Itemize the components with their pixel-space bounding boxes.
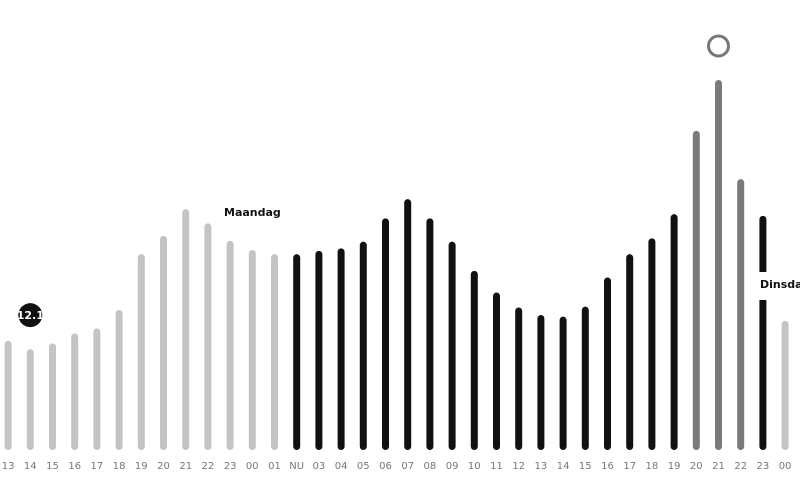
x-tick-label: 22: [734, 461, 747, 472]
x-tick-label: 13: [2, 461, 15, 472]
bar: [315, 250, 323, 450]
x-tick-label: 12: [512, 461, 525, 472]
x-tick-label: 23: [757, 461, 770, 472]
bar: [93, 328, 101, 450]
x-tick-label: 13: [535, 461, 548, 472]
x-tick-label: 10: [468, 461, 481, 472]
bar: [26, 349, 34, 450]
bar: [160, 235, 167, 450]
x-tick-label: 06: [379, 461, 392, 472]
bar: [626, 254, 634, 450]
bar: [337, 248, 345, 450]
bar: [781, 320, 789, 450]
bar: [204, 223, 212, 450]
bar: [137, 254, 145, 450]
bar: [559, 316, 567, 450]
x-tick-label: 17: [91, 461, 104, 472]
min-marker: [18, 303, 43, 328]
x-tick-label: 14: [557, 461, 570, 472]
x-tick-label: 11: [490, 461, 503, 472]
x-tick-label: 18: [113, 461, 126, 472]
x-tick-label: 20: [690, 461, 703, 472]
x-tick-label: 16: [601, 461, 614, 472]
bar: [715, 80, 722, 450]
x-tick-label: 21: [712, 461, 725, 472]
x-tick-label: 05: [357, 461, 370, 472]
min-label: 12.1: [17, 309, 44, 322]
x-tick-label: 01: [268, 461, 281, 472]
bar: [359, 241, 367, 450]
x-tick-label: 15: [579, 461, 592, 472]
x-tick-label: 21: [179, 461, 192, 472]
bar: [648, 238, 656, 450]
day-label: Maandag: [224, 206, 281, 219]
bar: [182, 209, 190, 450]
x-tick-label: 00: [246, 461, 259, 472]
bar: [493, 292, 500, 450]
x-tick-label: 03: [313, 461, 326, 472]
bar: [737, 179, 745, 450]
x-tick-label: 14: [24, 461, 37, 472]
bar: [382, 218, 389, 450]
x-tick-label: 19: [135, 461, 148, 472]
x-tick-label: 15: [46, 461, 59, 472]
x-tick-label: 19: [668, 461, 681, 472]
x-tick-label: 07: [401, 461, 414, 472]
bar: [404, 199, 412, 450]
bar: [448, 241, 456, 450]
x-tick-label: 09: [446, 461, 459, 472]
bar: [759, 215, 767, 450]
bar: [604, 277, 611, 450]
x-tick-label: NU: [289, 461, 304, 472]
bar: [248, 250, 256, 450]
bar: [293, 254, 301, 450]
label-gap: [756, 272, 800, 300]
x-tick-label: 16: [68, 461, 81, 472]
x-tick-label: 04: [335, 461, 348, 472]
x-tick-label: 23: [224, 461, 237, 472]
bar: [515, 307, 523, 450]
x-tick-label: 08: [424, 461, 437, 472]
x-tick-label: 18: [646, 461, 659, 472]
bar: [581, 306, 589, 450]
bar: [49, 343, 56, 450]
bar: [226, 240, 234, 450]
bar: [4, 340, 12, 450]
x-tick-label: 17: [623, 461, 636, 472]
x-tick-label: 20: [157, 461, 170, 472]
bar: [115, 310, 123, 450]
bar: [71, 333, 79, 450]
x-tick-label: 00: [779, 461, 792, 472]
bar: [670, 214, 678, 450]
bar: [470, 270, 478, 450]
day-label: Dinsdag: [760, 278, 800, 291]
bar: [537, 315, 545, 450]
max-marker: [707, 34, 730, 58]
bar: [692, 130, 700, 451]
bar: [426, 218, 434, 450]
bar: [271, 254, 278, 450]
x-tick-label: 22: [202, 461, 215, 472]
